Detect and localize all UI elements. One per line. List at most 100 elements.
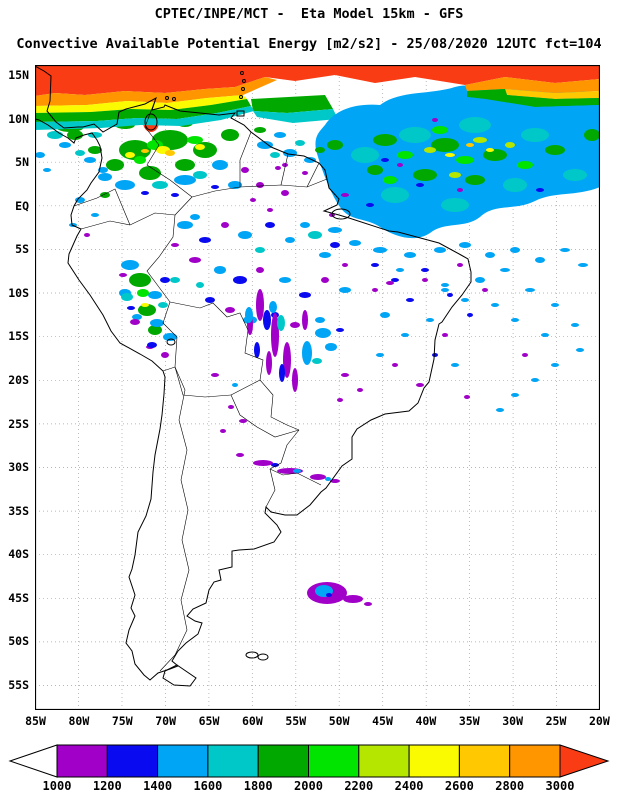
border-brazil-argentina xyxy=(269,429,300,470)
border-guyana-suriname xyxy=(280,153,289,186)
lon-tick-label: 40W xyxy=(415,714,437,728)
border-peru-bolivia xyxy=(162,301,178,368)
colorbar-scale xyxy=(8,744,610,778)
lon-tick-label: 65W xyxy=(198,714,220,728)
map-plot-area xyxy=(35,65,600,710)
colorbar-cell xyxy=(408,744,460,778)
border-chile-argentina xyxy=(159,366,190,672)
lat-tick-label: EQ xyxy=(15,198,29,213)
south-america-coastline xyxy=(35,65,472,681)
curacao-outline xyxy=(165,96,169,100)
east-brazil-purple-specks xyxy=(372,278,470,399)
lon-tick-label: 70W xyxy=(155,714,177,728)
lat-tick-label: 10N xyxy=(8,111,29,126)
lat-tick-label: 30S xyxy=(8,460,29,475)
atlantic-blue-streaks xyxy=(371,263,473,317)
border-peru-chile xyxy=(162,366,176,372)
lon-tick-label: 85W xyxy=(25,714,46,728)
south-30s-cyan-dots xyxy=(293,469,331,481)
colorbar-cell xyxy=(257,744,310,778)
lon-tick-label: 80W xyxy=(68,714,90,728)
colorbar-tick-label: 3000 xyxy=(545,779,575,793)
marajo-island-outline xyxy=(331,208,351,220)
country-borders xyxy=(73,97,328,672)
lat-tick-label: 35S xyxy=(8,503,29,518)
colorbar-cell xyxy=(157,744,209,778)
colorbar-tick-label: 1200 xyxy=(92,779,122,793)
itcz-green-mottling xyxy=(327,129,600,185)
map-frame-border xyxy=(35,65,600,710)
antilles-island-outline xyxy=(241,87,245,91)
border-colombia-brazil xyxy=(174,196,193,216)
colorbar-tick-label: 1400 xyxy=(143,779,173,793)
border-brazil-uruguay xyxy=(269,468,322,486)
colorbar-tick-label: 2200 xyxy=(344,779,374,793)
border-paraguay-brazil xyxy=(259,379,300,431)
antilles-island-outline xyxy=(240,71,244,75)
falkland-east-outline xyxy=(257,653,269,661)
atlantic-purple-dots xyxy=(457,263,528,357)
venezuela-green-patches xyxy=(67,127,325,198)
trinidad-outline xyxy=(236,110,245,117)
antilles-island-outline xyxy=(239,95,243,99)
lon-tick-label: 45W xyxy=(372,714,393,728)
venezuela-gold xyxy=(141,149,175,156)
lat-tick-label: 5S xyxy=(15,242,29,257)
border-bolivia-argentina xyxy=(174,366,232,398)
colombia-blue-dots xyxy=(141,185,219,197)
colorbar-cell xyxy=(207,744,259,778)
colorbar-cell xyxy=(308,744,360,778)
itcz-blue-dots xyxy=(366,158,544,207)
colombia-cyan-fringe xyxy=(35,132,316,227)
andes-brightgreen xyxy=(137,289,149,297)
atlantic-cyan-streaks xyxy=(328,227,588,412)
andes-teal xyxy=(121,293,168,308)
lat-tick-label: 15S xyxy=(8,329,29,344)
page-title: CPTEC/INPE/MCT - Eta Model 15km - GFS xyxy=(154,6,464,22)
lon-tick-label: 55W xyxy=(285,714,307,728)
itcz-yellow-spots xyxy=(445,148,494,157)
central-brazil-blue xyxy=(254,310,285,382)
lat-tick-label: 55S xyxy=(8,677,29,692)
colorbar-tick-label: 2800 xyxy=(495,779,525,793)
colorbar-left-arrow xyxy=(8,744,58,778)
colorbar-tick-label: 2000 xyxy=(294,779,323,793)
cape-band-teal xyxy=(35,106,338,139)
lat-tick-label: 20S xyxy=(8,372,29,387)
border-guianas-brazil xyxy=(239,178,328,188)
border-paraguay-argentina xyxy=(230,394,300,438)
colombia-teal xyxy=(75,140,305,189)
lon-tick-label: 50W xyxy=(328,714,350,728)
colorbar-tick-label: 1000 xyxy=(42,779,72,793)
bolivia-paraguay-purple-specks xyxy=(211,373,247,457)
colorbar-cell xyxy=(458,744,511,778)
border-venezuela-guyana xyxy=(239,131,252,187)
central-brazil-cyan xyxy=(245,301,337,365)
lat-tick-label: 5N xyxy=(15,155,29,170)
cape-colorbar xyxy=(0,744,618,778)
lat-tick-label: 40S xyxy=(8,547,29,562)
coastline-outlines xyxy=(35,65,472,687)
lon-tick-label: 30W xyxy=(502,714,524,728)
lon-tick-label: 35W xyxy=(458,714,480,728)
lon-tick-label: 25W xyxy=(545,714,567,728)
central-brazil-teal xyxy=(277,315,322,364)
east-brazil-blue-specks xyxy=(406,298,438,357)
andes-yellow-dot xyxy=(141,303,149,307)
itcz-teal-mottling xyxy=(351,117,587,212)
east-brazil-cyan-specks xyxy=(376,268,459,367)
border-ecuador xyxy=(73,188,131,226)
border-peru-brazil xyxy=(146,214,176,303)
itcz-purple-dots xyxy=(329,118,463,217)
cape-band-gold-right xyxy=(505,89,600,99)
amazon-purple-scatter xyxy=(171,222,348,328)
border-venezuela-brazil xyxy=(191,186,241,198)
amazon-teal-scatter xyxy=(170,231,322,288)
cape-shading-field xyxy=(35,65,600,606)
antilles-island-outline xyxy=(242,79,246,83)
colorbar-cell xyxy=(509,744,561,778)
colorbar-cell xyxy=(358,744,410,778)
border-colombia-peru xyxy=(129,212,176,226)
venezuela-yellow xyxy=(125,144,205,158)
